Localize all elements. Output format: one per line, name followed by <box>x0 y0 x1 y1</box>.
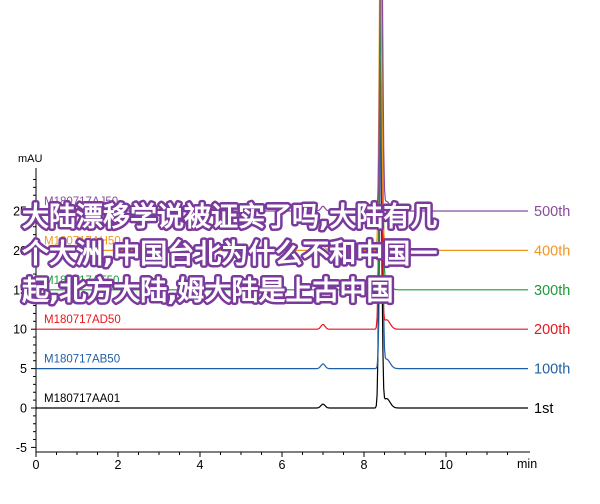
trace-300th <box>36 0 528 291</box>
trace-1st <box>36 98 528 409</box>
x-tick-label: 4 <box>197 458 204 472</box>
trace-500th <box>36 0 528 212</box>
unit-label-100th: 100th <box>534 362 570 378</box>
unit-label-1st: 1st <box>534 401 553 417</box>
series-label-300th: M180717AF50 <box>44 275 119 287</box>
trace-200th <box>36 59 528 330</box>
overlay-line-1: 大陆漂移学说被证实了吗,大陆有几 <box>22 201 437 233</box>
y-axis-unit: mAU <box>18 153 43 165</box>
y-tick-label: 25 <box>13 205 27 219</box>
series-label-100th: M180717AB50 <box>44 354 120 366</box>
x-tick-label: 6 <box>279 458 286 472</box>
series-label-400th: M180717AH50 <box>44 235 121 247</box>
series-label-1st: M180717AA01 <box>44 393 120 405</box>
overlay-caption: 大陆漂移学说被证实了吗,大陆有几 个大洲,中国台北为什么不和中国一 起,北方大陆… <box>20 199 440 310</box>
unit-labels: 1st 100th 200th 300th 400th 500th <box>534 204 570 417</box>
series-label-200th: M180717AD50 <box>44 314 121 326</box>
x-ticks: 0 2 4 6 8 10 <box>33 452 508 472</box>
y-ticks: -5 0 5 10 15 20 25 <box>13 178 36 455</box>
x-axis-unit: min <box>517 457 537 471</box>
y-tick-label: 20 <box>13 244 27 258</box>
x-tick-label: 2 <box>115 458 122 472</box>
y-tick-label: -5 <box>16 441 27 455</box>
series-label-500th: M180717AJ50 <box>44 196 118 208</box>
overlay-line-3: 起,北方大陆,姆大陆是上古中国 <box>22 275 394 307</box>
y-tick-label: 10 <box>13 323 27 337</box>
traces <box>36 0 528 409</box>
unit-label-500th: 500th <box>534 204 570 220</box>
y-tick-label: 0 <box>20 402 27 416</box>
unit-label-200th: 200th <box>534 322 570 338</box>
trace-100th <box>36 81 528 370</box>
y-tick-label: 5 <box>20 362 27 376</box>
y-tick-label: 15 <box>13 283 27 297</box>
unit-label-400th: 400th <box>534 243 570 259</box>
series-labels: M180717AA01 M180717AB50 M180717AD50 M180717… <box>44 196 121 405</box>
x-tick-label: 8 <box>361 458 368 472</box>
trace-400th <box>36 0 528 251</box>
unit-label-300th: 300th <box>534 283 570 299</box>
x-tick-label: 10 <box>439 458 453 472</box>
x-tick-label: 0 <box>33 458 40 472</box>
overlay-line-2: 个大洲,中国台北为什么不和中国一 <box>22 238 437 270</box>
